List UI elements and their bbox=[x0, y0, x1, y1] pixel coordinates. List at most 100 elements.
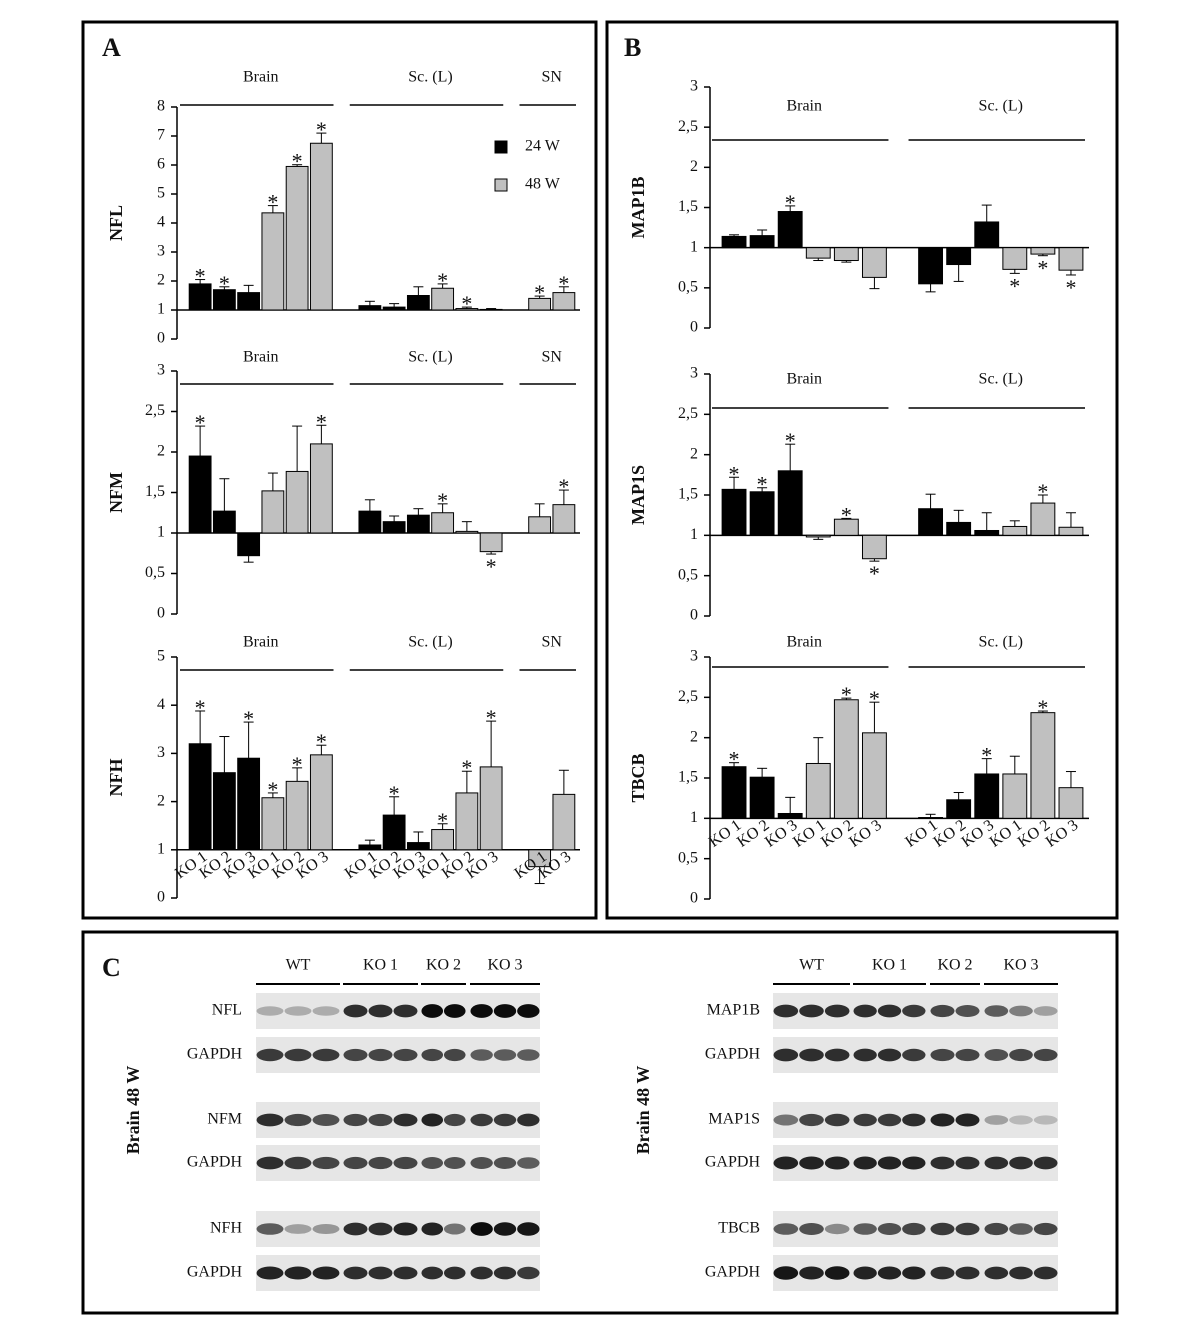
y-tick-label: 0 bbox=[690, 319, 698, 336]
blot-band bbox=[955, 1048, 980, 1062]
blot-band bbox=[256, 1006, 284, 1016]
group-label: Sc. (L) bbox=[408, 69, 452, 86]
y-axis-label: NFH bbox=[106, 759, 126, 797]
blot-band bbox=[343, 1004, 368, 1018]
bar bbox=[1002, 773, 1028, 819]
significance-star: * bbox=[534, 280, 545, 305]
blot-band bbox=[443, 1004, 466, 1018]
bar bbox=[431, 512, 455, 534]
blot-band bbox=[493, 1222, 517, 1236]
blot-band bbox=[517, 1049, 540, 1061]
group-label: Sc. (L) bbox=[979, 634, 1023, 651]
blot-band bbox=[517, 1113, 540, 1127]
lane-label: KO 1 bbox=[872, 957, 907, 974]
row-label: GAPDH bbox=[705, 1264, 761, 1281]
lane-label: KO 3 bbox=[1003, 957, 1038, 974]
blot-band bbox=[284, 1156, 312, 1170]
bar bbox=[261, 797, 285, 851]
bar bbox=[528, 516, 552, 534]
bar bbox=[1030, 247, 1056, 255]
blot-band bbox=[421, 1113, 444, 1127]
blot-band bbox=[955, 1222, 980, 1236]
lane-label: KO 2 bbox=[937, 957, 972, 974]
y-tick-label: 1 bbox=[690, 526, 698, 543]
blot-band bbox=[470, 1266, 493, 1280]
blot-band bbox=[312, 1266, 340, 1280]
blot-band bbox=[955, 1266, 980, 1280]
row-label: NFH bbox=[210, 1220, 242, 1237]
blot-band bbox=[902, 1113, 926, 1127]
blot-band bbox=[799, 1266, 824, 1280]
lane-label: KO 3 bbox=[487, 957, 522, 974]
blot-band bbox=[1033, 1115, 1058, 1125]
significance-star: * bbox=[219, 271, 230, 296]
bar bbox=[721, 766, 747, 819]
bar bbox=[1058, 787, 1084, 819]
bar bbox=[261, 490, 285, 534]
blot-band bbox=[1009, 1156, 1033, 1170]
bar bbox=[455, 792, 479, 851]
blot-band bbox=[312, 1048, 340, 1062]
legend-swatch bbox=[494, 178, 508, 192]
y-tick-label: 1,5 bbox=[678, 198, 698, 215]
blot-band bbox=[284, 1006, 312, 1016]
bar bbox=[237, 757, 261, 851]
blot-band bbox=[517, 1222, 540, 1236]
bar bbox=[382, 306, 406, 311]
blot-band bbox=[393, 1004, 418, 1018]
significance-star: * bbox=[316, 409, 327, 434]
blot-band bbox=[773, 1114, 799, 1126]
bar bbox=[382, 814, 406, 851]
bar bbox=[285, 780, 309, 851]
blot-band bbox=[470, 1004, 493, 1018]
y-tick-label: 2 bbox=[690, 158, 698, 175]
blot-band bbox=[877, 1223, 902, 1235]
y-tick-label: 8 bbox=[157, 98, 165, 115]
bar bbox=[974, 221, 1000, 249]
bar bbox=[212, 510, 236, 534]
bar bbox=[749, 235, 775, 249]
bar bbox=[1058, 526, 1084, 536]
blot-band bbox=[1033, 1222, 1058, 1236]
y-tick-label: 2,5 bbox=[678, 405, 698, 422]
legend-label: 48 W bbox=[525, 176, 561, 193]
significance-star: * bbox=[729, 461, 740, 486]
blot-band bbox=[256, 1156, 284, 1170]
row-label: GAPDH bbox=[705, 1154, 761, 1171]
bar bbox=[406, 514, 430, 534]
significance-star: * bbox=[486, 705, 497, 730]
blot-band bbox=[368, 1222, 393, 1236]
blot-band bbox=[773, 1048, 799, 1062]
legend-swatch bbox=[494, 140, 508, 154]
blot-band bbox=[877, 1266, 902, 1280]
blot-band bbox=[421, 1266, 444, 1280]
y-tick-label: 0,5 bbox=[678, 566, 698, 583]
y-tick-label: 1 bbox=[157, 524, 165, 541]
y-tick-label: 3 bbox=[157, 362, 165, 379]
group-label: Brain bbox=[786, 98, 822, 115]
bar bbox=[479, 532, 503, 553]
blot-band bbox=[799, 1223, 824, 1235]
blot-band bbox=[984, 1266, 1009, 1280]
blot-band bbox=[984, 1222, 1009, 1236]
blot-band bbox=[368, 1048, 393, 1062]
blot-band bbox=[256, 1048, 284, 1062]
blot-band bbox=[877, 1048, 902, 1062]
y-tick-label: 1,5 bbox=[678, 486, 698, 503]
bar bbox=[552, 793, 576, 851]
blot-band bbox=[902, 1004, 926, 1018]
blot-band bbox=[284, 1266, 312, 1280]
y-tick-label: 2,5 bbox=[678, 118, 698, 135]
blot-band bbox=[393, 1113, 418, 1127]
panel-a-frame bbox=[81, 20, 598, 920]
y-tick-label: 2,5 bbox=[145, 402, 165, 419]
y-tick-label: 0 bbox=[157, 889, 165, 906]
bar bbox=[382, 521, 406, 534]
significance-star: * bbox=[1037, 256, 1048, 281]
group-label: Sc. (L) bbox=[979, 98, 1023, 115]
bar bbox=[946, 521, 972, 536]
bar bbox=[861, 732, 887, 819]
bar bbox=[805, 534, 831, 538]
y-tick-label: 6 bbox=[157, 156, 165, 173]
y-tick-label: 1 bbox=[157, 840, 165, 857]
